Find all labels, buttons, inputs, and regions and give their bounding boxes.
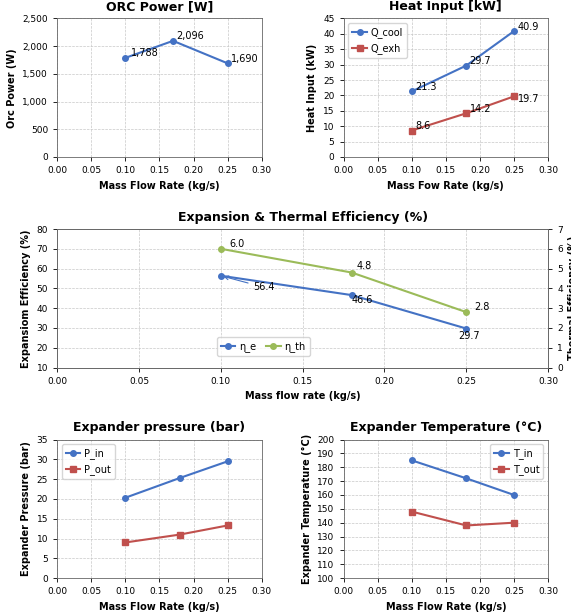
T_in (510, 491, 517, 499)
Text: 6.0: 6.0 (229, 239, 244, 249)
X-axis label: Mass Fow Rate (kg/s): Mass Fow Rate (kg/s) (388, 181, 504, 191)
Y-axis label: Thermal Efficiency (%): Thermal Efficiency (%) (569, 236, 571, 360)
X-axis label: Mass Flow Rate (kg/s): Mass Flow Rate (kg/s) (99, 181, 220, 191)
P_out (122, 539, 128, 546)
Q_cool (463, 62, 470, 69)
Q_exh (408, 127, 415, 134)
Text: 2,096: 2,096 (176, 31, 204, 41)
Text: 29.7: 29.7 (458, 331, 480, 341)
Q_cool (408, 88, 415, 95)
η_e (348, 292, 355, 299)
Text: 2.8: 2.8 (475, 302, 490, 312)
Y-axis label: Orc Power (W): Orc Power (W) (7, 48, 17, 127)
P_in (122, 494, 128, 501)
Y-axis label: Expander Pressure (bar): Expander Pressure (bar) (21, 442, 31, 576)
η_th (218, 245, 224, 253)
Line: η_th: η_th (218, 246, 469, 315)
Q_exh (463, 109, 470, 117)
Line: T_in: T_in (409, 458, 517, 498)
Legend: Q_cool, Q_exh: Q_cool, Q_exh (348, 23, 407, 58)
Text: 56.4: 56.4 (224, 276, 275, 292)
Text: 46.6: 46.6 (352, 295, 373, 305)
Text: 1,788: 1,788 (131, 48, 159, 58)
η_th (348, 269, 355, 276)
Line: P_in: P_in (123, 459, 230, 501)
Q_exh (510, 93, 517, 100)
Legend: T_in, T_out: T_in, T_out (490, 445, 543, 479)
T_in (408, 457, 415, 464)
Title: Expander Temperature (°C): Expander Temperature (°C) (349, 421, 542, 434)
T_out (463, 522, 470, 529)
η_th (463, 309, 470, 316)
X-axis label: Mass Flow Rate (kg/s): Mass Flow Rate (kg/s) (385, 601, 506, 612)
Text: 40.9: 40.9 (517, 22, 539, 32)
η_e (218, 272, 224, 279)
Line: Q_exh: Q_exh (409, 93, 517, 133)
P_in (224, 458, 231, 465)
T_out (510, 519, 517, 526)
P_out (224, 522, 231, 529)
Text: 8.6: 8.6 (415, 121, 431, 131)
P_out (176, 531, 183, 538)
η_e (463, 325, 470, 332)
Y-axis label: Expansiom Efficiency (%): Expansiom Efficiency (%) (21, 229, 31, 368)
Text: 29.7: 29.7 (470, 56, 492, 66)
Line: Q_cool: Q_cool (409, 28, 517, 94)
Text: 4.8: 4.8 (357, 261, 372, 271)
Text: 21.3: 21.3 (415, 82, 437, 92)
Legend: P_in, P_out: P_in, P_out (62, 445, 115, 479)
T_in (463, 475, 470, 482)
Q_cool (510, 28, 517, 35)
T_out (408, 508, 415, 515)
Title: Heat Input [kW]: Heat Input [kW] (389, 0, 502, 13)
Legend: η_e, η_th: η_e, η_th (217, 337, 309, 355)
P_in (176, 474, 183, 482)
Title: Expansion & Thermal Efficiency (%): Expansion & Thermal Efficiency (%) (178, 211, 428, 224)
Line: η_e: η_e (218, 273, 469, 331)
Title: ORC Power [W]: ORC Power [W] (106, 0, 213, 13)
Y-axis label: Expander Temperature (°C): Expander Temperature (°C) (301, 434, 312, 584)
Y-axis label: Heat Input (kW): Heat Input (kW) (307, 44, 317, 132)
X-axis label: Mass flow rate (kg/s): Mass flow rate (kg/s) (245, 391, 360, 401)
Text: 1,690: 1,690 (231, 54, 259, 64)
Text: 19.7: 19.7 (517, 95, 539, 105)
Text: 14.2: 14.2 (470, 104, 491, 114)
Line: T_out: T_out (409, 509, 517, 528)
Title: Expander pressure (bar): Expander pressure (bar) (73, 421, 246, 434)
X-axis label: Mass Flow Rate (kg/s): Mass Flow Rate (kg/s) (99, 601, 220, 612)
Line: P_out: P_out (123, 523, 230, 546)
